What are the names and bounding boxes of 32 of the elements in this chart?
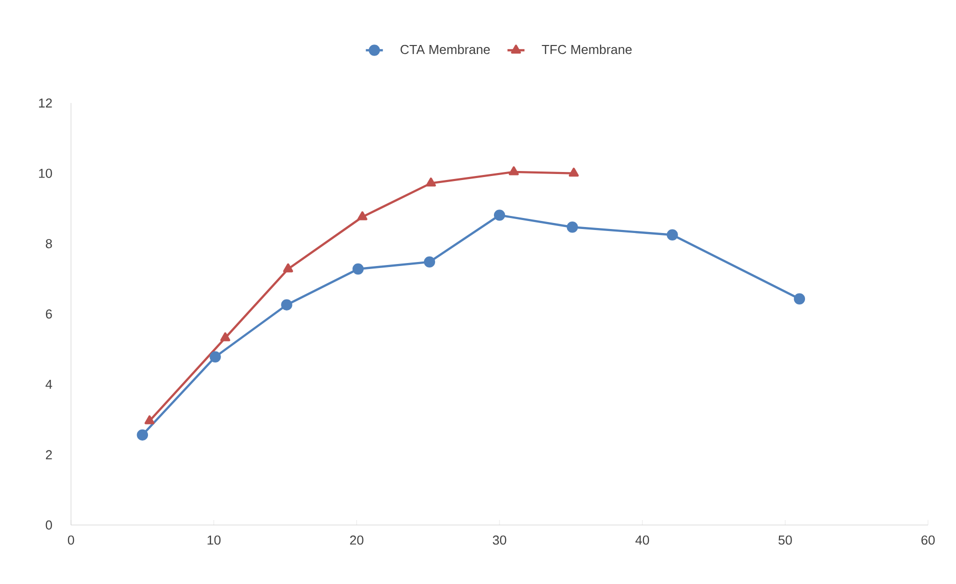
x-tick-label: 20 bbox=[350, 536, 364, 545]
x-tick-label: 40 bbox=[635, 536, 650, 545]
x-tick-label: 10 bbox=[208, 536, 221, 545]
legend-label: TFC Membrane bbox=[542, 44, 632, 54]
x-tick-label: 0 bbox=[68, 536, 74, 545]
point bbox=[426, 178, 436, 187]
point bbox=[566, 222, 578, 233]
point bbox=[144, 415, 155, 424]
x-tick-label: 60 bbox=[921, 536, 935, 545]
x-tick-label: 30 bbox=[492, 536, 506, 545]
point bbox=[568, 168, 579, 177]
y-tick-label: 6 bbox=[46, 309, 52, 319]
y-tick-label: 0 bbox=[46, 520, 52, 530]
point bbox=[210, 351, 221, 362]
y-tick-label: 4 bbox=[46, 380, 52, 389]
point bbox=[352, 263, 364, 275]
y-tick-label: 2 bbox=[46, 450, 52, 460]
point bbox=[508, 166, 519, 176]
point bbox=[494, 210, 506, 221]
point bbox=[281, 299, 292, 310]
legend-label: CTA Membrane bbox=[400, 44, 490, 54]
x-tick-label: 50 bbox=[778, 536, 792, 545]
point bbox=[424, 256, 436, 268]
y-tick-label: 8 bbox=[46, 239, 52, 248]
point bbox=[666, 229, 678, 240]
point bbox=[283, 263, 294, 272]
y-tick-label: 10 bbox=[39, 168, 52, 178]
point bbox=[136, 429, 148, 441]
point bbox=[357, 211, 368, 220]
point bbox=[220, 332, 230, 342]
y-tick-label: 12 bbox=[39, 98, 52, 108]
point bbox=[794, 293, 806, 304]
